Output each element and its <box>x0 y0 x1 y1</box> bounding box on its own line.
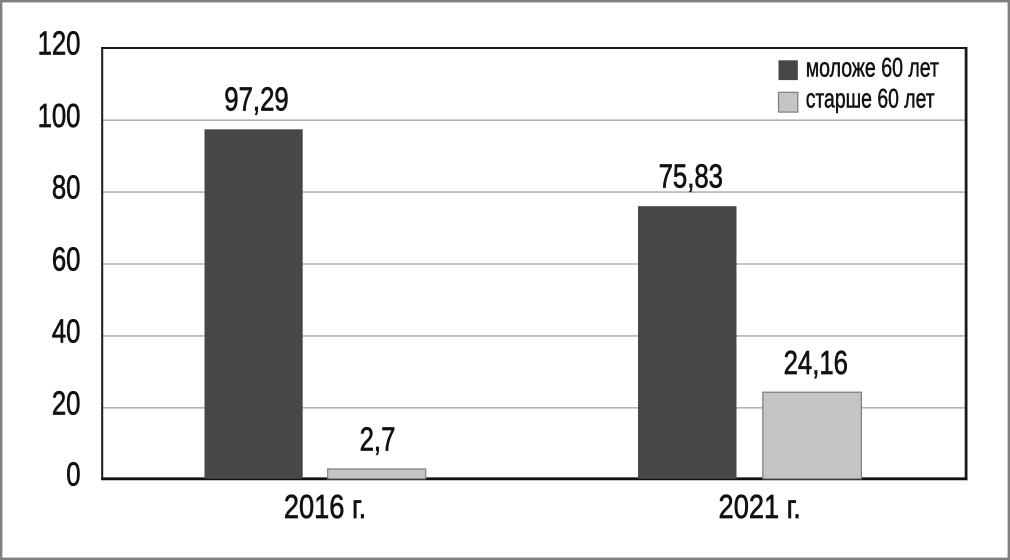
svg-text:120: 120 <box>38 26 81 63</box>
svg-text:2,7: 2,7 <box>360 421 396 458</box>
svg-text:80: 80 <box>52 170 81 207</box>
svg-text:40: 40 <box>52 314 81 351</box>
svg-text:старше 60 лет: старше 60 лет <box>806 84 935 114</box>
svg-text:100: 100 <box>38 98 81 135</box>
svg-text:24,16: 24,16 <box>784 345 848 382</box>
svg-text:2021 г.: 2021 г. <box>719 489 801 525</box>
svg-text:0: 0 <box>66 456 80 493</box>
svg-text:97,29: 97,29 <box>224 82 288 119</box>
svg-text:моложе 60 лет: моложе 60 лет <box>806 52 939 82</box>
svg-text:75,83: 75,83 <box>659 159 723 196</box>
svg-text:2016 г.: 2016 г. <box>284 489 366 525</box>
svg-text:20: 20 <box>52 385 81 422</box>
svg-text:60: 60 <box>52 242 81 279</box>
